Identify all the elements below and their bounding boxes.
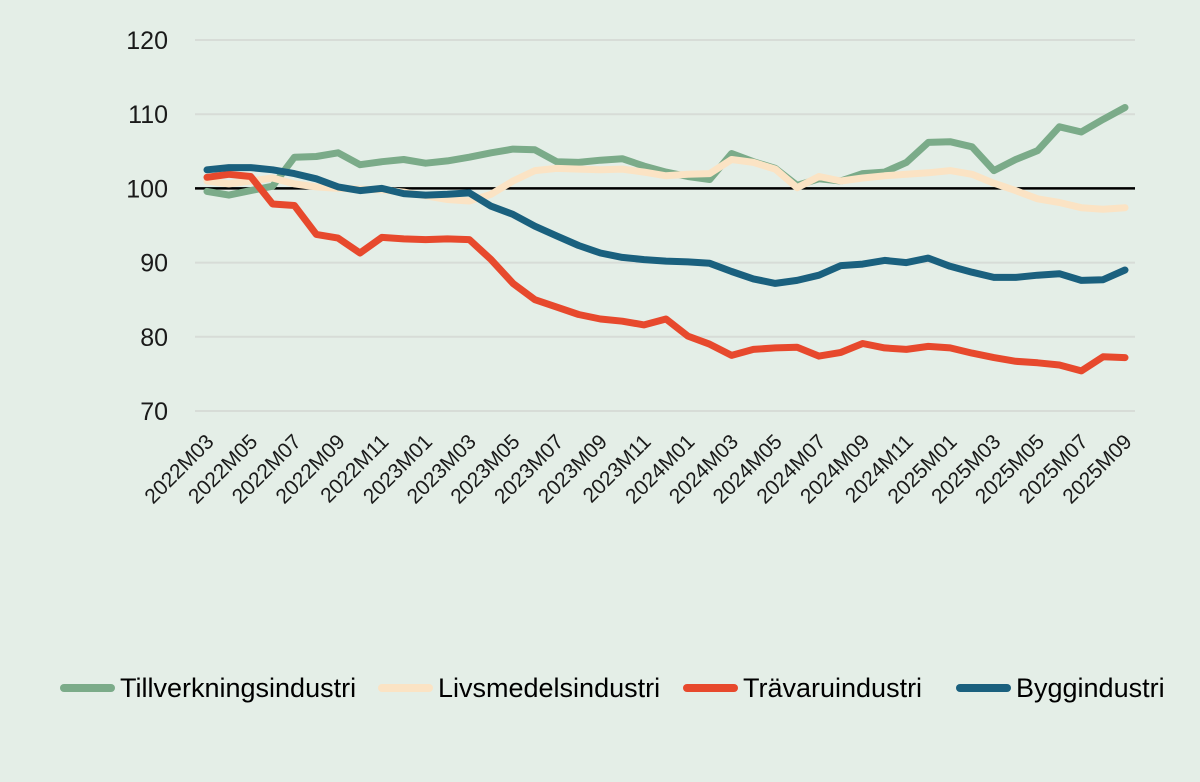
y-axis-tick-label-80: 80 [140, 324, 168, 352]
y-axis-tick-label-120: 120 [126, 27, 168, 55]
y-axis-tick-label-100: 100 [126, 175, 168, 203]
series-line-tillverkningsindustri [203, 104, 1129, 199]
y-axis-tick-label-90: 90 [140, 250, 168, 278]
y-axis-tick-label-110: 110 [128, 101, 168, 129]
y-axis-tick-label-70: 70 [140, 398, 168, 426]
series-line-byggindustri [203, 164, 1129, 287]
series-line-trävaruindustri [203, 170, 1129, 375]
